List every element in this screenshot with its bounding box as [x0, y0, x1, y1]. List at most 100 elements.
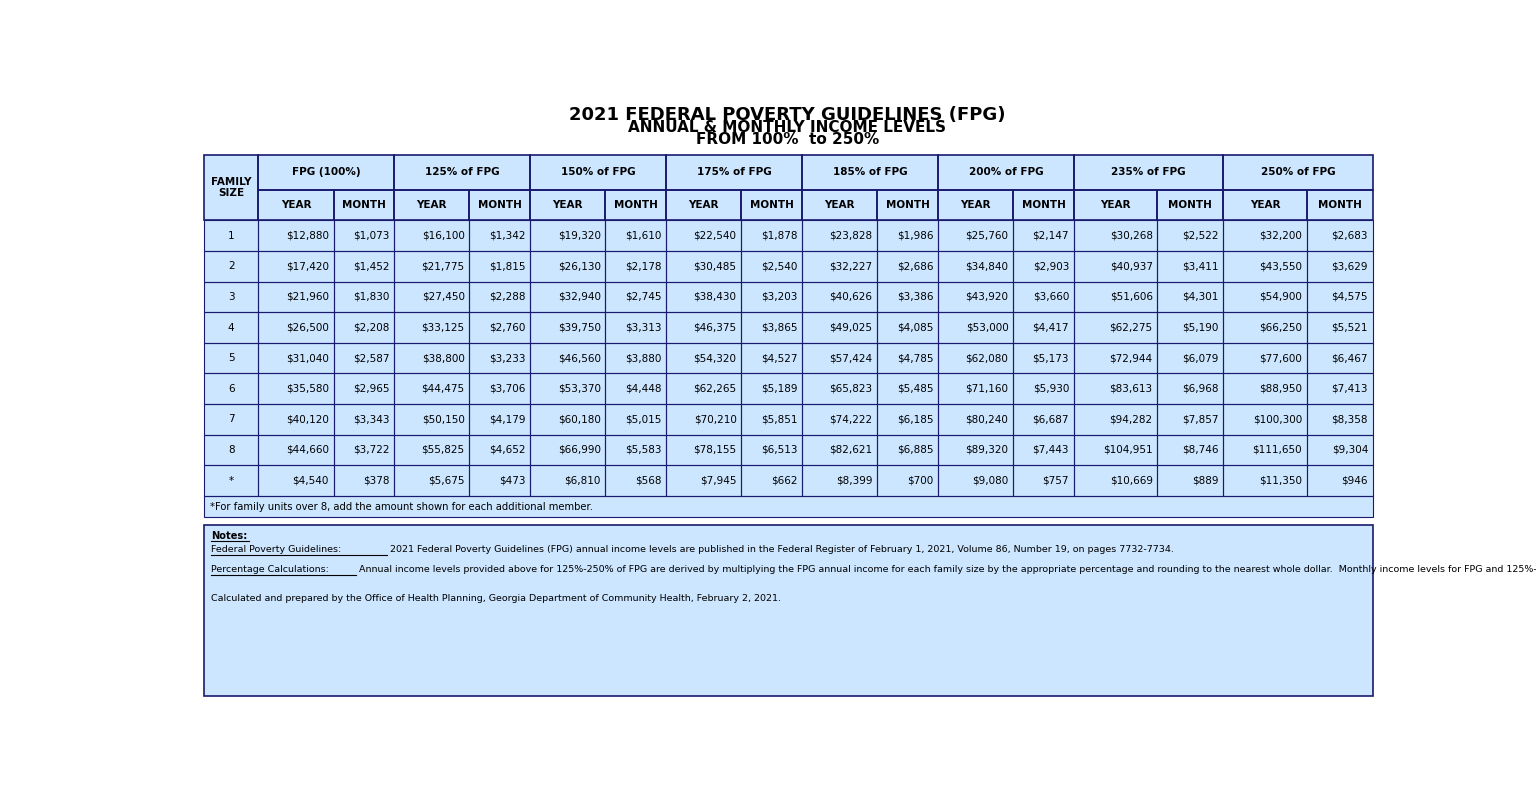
Bar: [1223, 374, 1307, 404]
Bar: [802, 221, 877, 251]
Text: $3,233: $3,233: [488, 353, 525, 363]
Bar: [1074, 155, 1223, 190]
Text: $1,878: $1,878: [760, 231, 797, 241]
Bar: [470, 374, 530, 404]
Text: $10,669: $10,669: [1109, 476, 1152, 486]
Bar: [395, 282, 470, 312]
Text: $4,540: $4,540: [292, 476, 329, 486]
Text: 7: 7: [227, 414, 235, 425]
Bar: [802, 190, 877, 221]
Bar: [530, 466, 605, 496]
Bar: [605, 435, 667, 466]
Bar: [395, 466, 470, 496]
Bar: [530, 155, 667, 190]
Bar: [530, 466, 605, 496]
Text: $12,880: $12,880: [286, 231, 329, 241]
Bar: [530, 343, 605, 374]
Bar: [1307, 374, 1373, 404]
Bar: [258, 374, 333, 404]
Bar: [1223, 221, 1307, 251]
Text: $21,775: $21,775: [421, 261, 465, 272]
Bar: [1074, 466, 1158, 496]
Bar: [1158, 312, 1223, 343]
Bar: [1223, 190, 1307, 221]
Bar: [470, 404, 530, 435]
Bar: [395, 312, 470, 343]
Bar: [258, 155, 395, 190]
Bar: [1014, 404, 1074, 435]
Text: $94,282: $94,282: [1109, 414, 1152, 425]
Bar: [258, 404, 333, 435]
Bar: [1158, 374, 1223, 404]
Bar: [1223, 343, 1307, 374]
Bar: [470, 282, 530, 312]
Bar: [1074, 155, 1223, 190]
Bar: [802, 343, 877, 374]
Text: $82,621: $82,621: [829, 445, 872, 455]
Bar: [938, 221, 1014, 251]
Bar: [204, 282, 258, 312]
Bar: [802, 374, 877, 404]
Bar: [1307, 343, 1373, 374]
Bar: [605, 404, 667, 435]
Bar: [1307, 190, 1373, 221]
Text: $8,746: $8,746: [1183, 445, 1218, 455]
Bar: [204, 221, 258, 251]
Bar: [395, 374, 470, 404]
Text: $3,313: $3,313: [625, 323, 662, 333]
Text: Percentage Calculations:: Percentage Calculations:: [210, 564, 329, 574]
Bar: [1074, 404, 1158, 435]
Text: $38,430: $38,430: [694, 292, 737, 302]
Text: $60,180: $60,180: [558, 414, 601, 425]
Text: MONTH: MONTH: [614, 200, 657, 210]
Bar: [742, 221, 802, 251]
Text: MONTH: MONTH: [1021, 200, 1066, 210]
Bar: [802, 404, 877, 435]
Bar: [470, 282, 530, 312]
Bar: [742, 435, 802, 466]
Bar: [605, 282, 667, 312]
Text: $38,800: $38,800: [422, 353, 465, 363]
Bar: [938, 155, 1074, 190]
Bar: [204, 312, 258, 343]
Text: Annual income levels provided above for 125%-250% of FPG are derived by multiply: Annual income levels provided above for …: [356, 564, 1536, 574]
Bar: [395, 435, 470, 466]
Bar: [742, 190, 802, 221]
Bar: [742, 312, 802, 343]
Bar: [938, 312, 1014, 343]
Bar: [802, 251, 877, 282]
Text: $4,417: $4,417: [1032, 323, 1069, 333]
Bar: [877, 435, 938, 466]
Text: $3,411: $3,411: [1183, 261, 1218, 272]
Bar: [395, 466, 470, 496]
Text: 5: 5: [227, 353, 235, 363]
Bar: [742, 221, 802, 251]
Text: YEAR: YEAR: [281, 200, 312, 210]
Bar: [1014, 190, 1074, 221]
Text: $2,903: $2,903: [1032, 261, 1069, 272]
Text: $3,386: $3,386: [897, 292, 934, 302]
Text: $5,675: $5,675: [429, 476, 465, 486]
Bar: [1307, 374, 1373, 404]
Bar: [1014, 312, 1074, 343]
Text: 125% of FPG: 125% of FPG: [425, 167, 499, 177]
Bar: [938, 343, 1014, 374]
Bar: [470, 190, 530, 221]
Text: $757: $757: [1043, 476, 1069, 486]
Bar: [333, 343, 395, 374]
Text: $3,343: $3,343: [353, 414, 390, 425]
Bar: [258, 312, 333, 343]
Bar: [877, 466, 938, 496]
Bar: [1074, 435, 1158, 466]
Bar: [742, 282, 802, 312]
Text: $104,951: $104,951: [1103, 445, 1152, 455]
Bar: [877, 312, 938, 343]
Bar: [204, 496, 1373, 517]
Bar: [1307, 221, 1373, 251]
Text: $54,320: $54,320: [694, 353, 737, 363]
Bar: [1158, 190, 1223, 221]
Text: $6,687: $6,687: [1032, 414, 1069, 425]
Text: $6,467: $6,467: [1332, 353, 1369, 363]
Text: $21,960: $21,960: [286, 292, 329, 302]
Text: $44,475: $44,475: [421, 384, 465, 394]
